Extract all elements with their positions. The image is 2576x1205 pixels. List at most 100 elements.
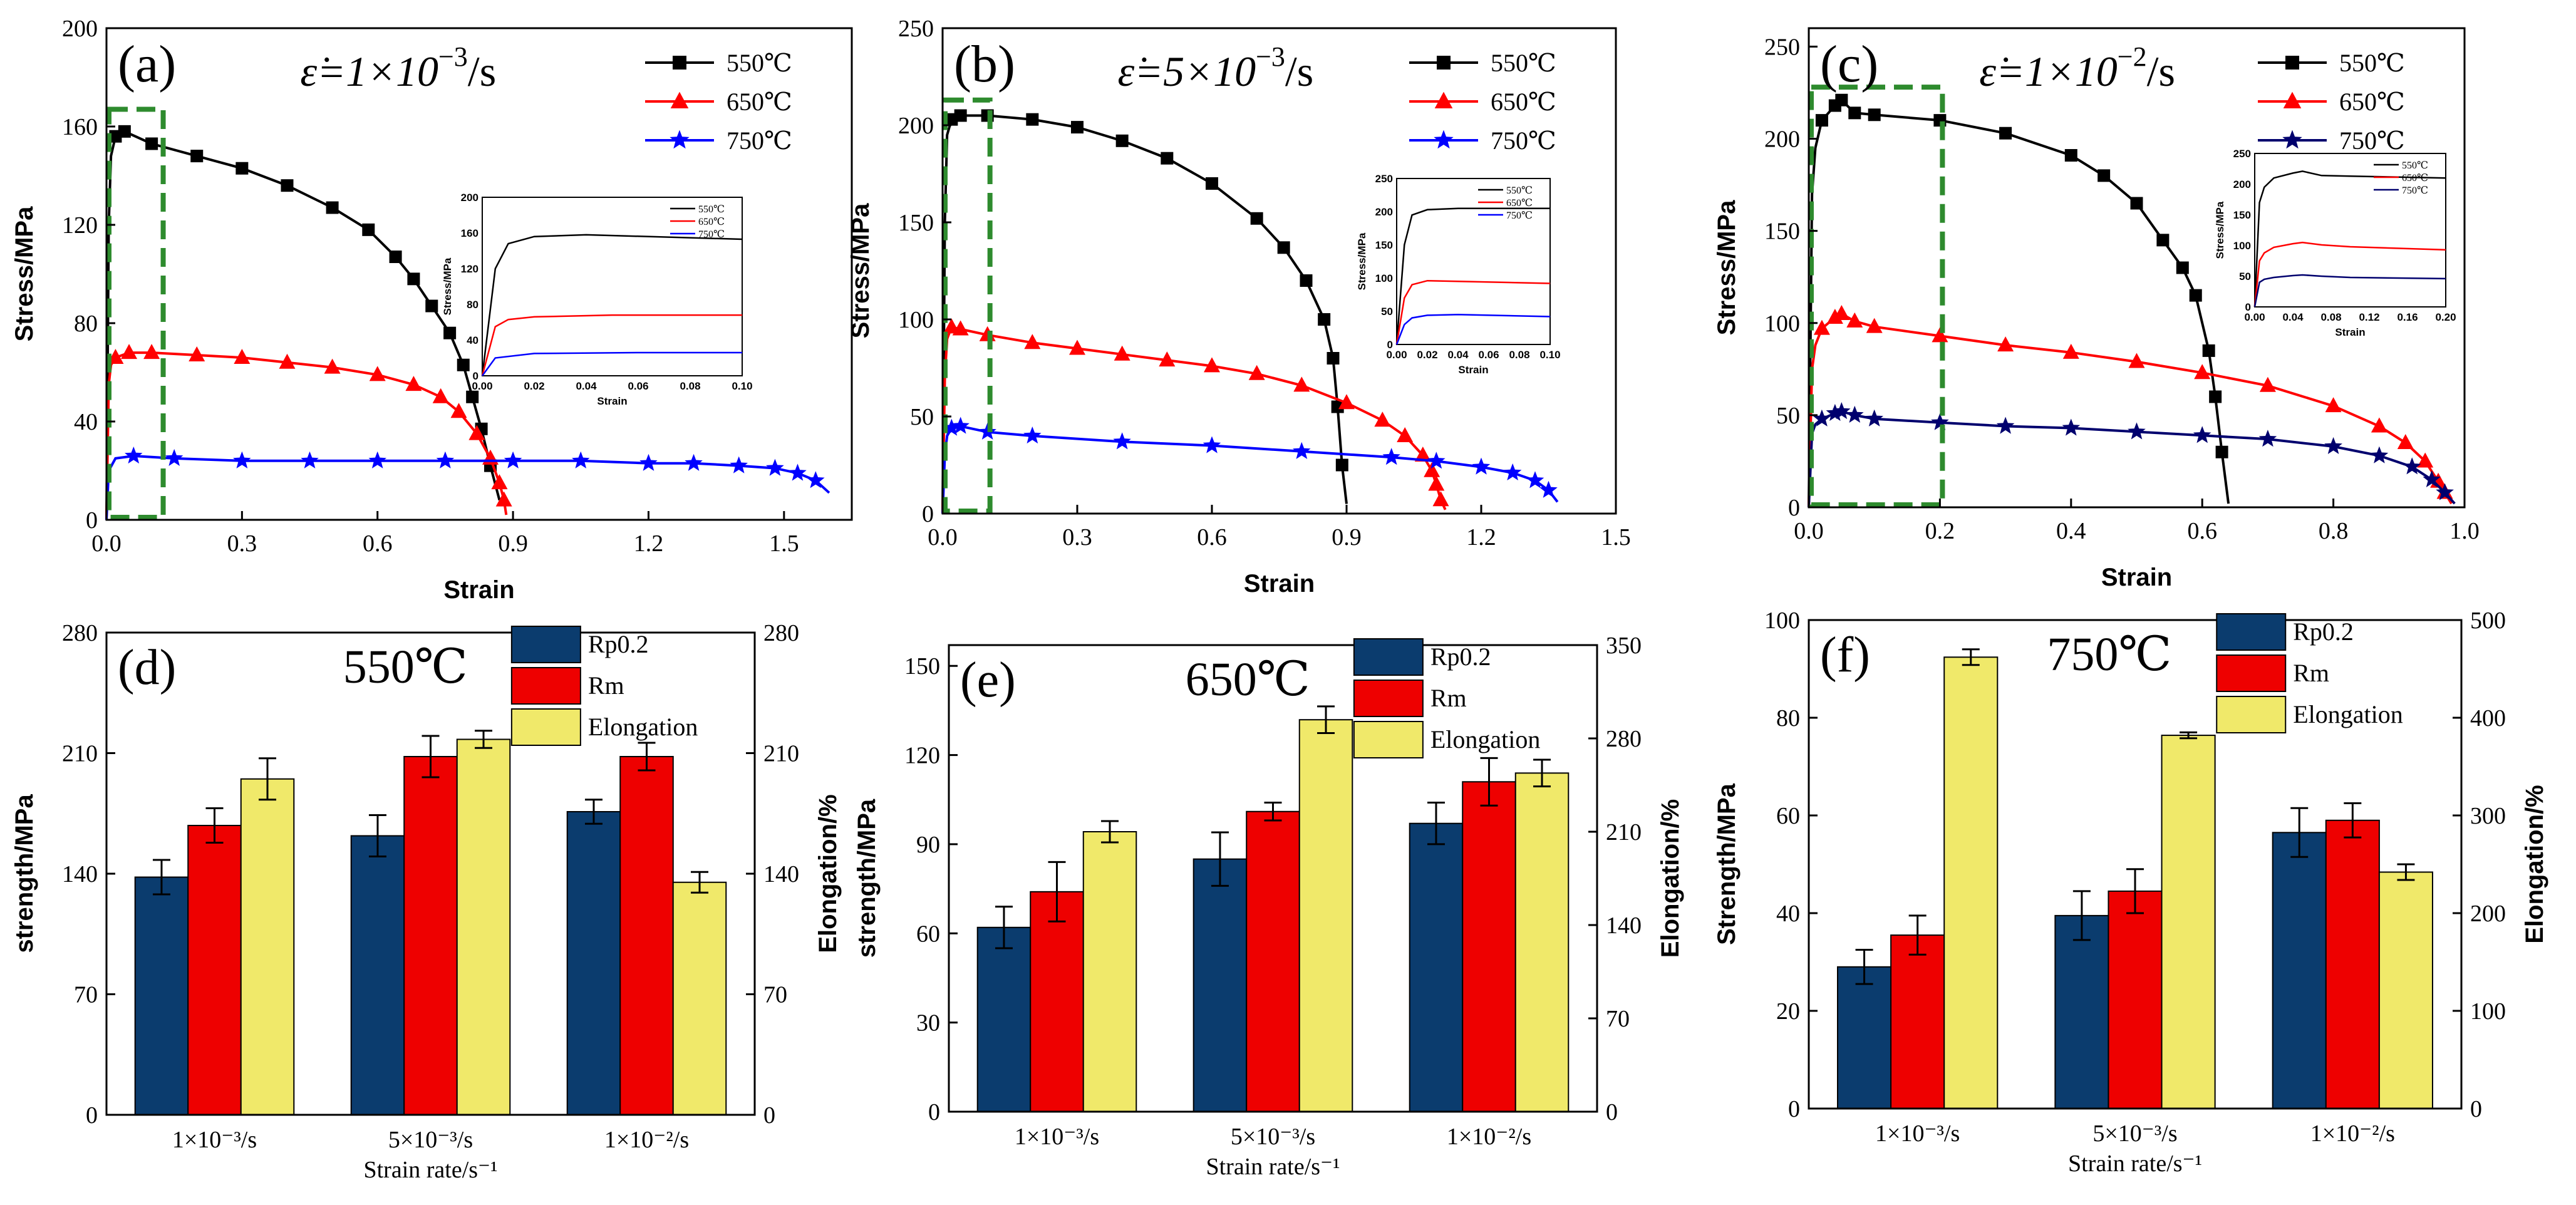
inset-x-tick-label: 0.04: [1447, 349, 1469, 361]
series-b-1-point: [1428, 475, 1445, 491]
inset-y-tick-label: 50: [1381, 306, 1393, 318]
series-c-1-point: [2194, 364, 2211, 380]
series-c-2-point: [1996, 416, 2015, 434]
series-b-2-point: [943, 418, 961, 436]
series-b-2-point: [1203, 436, 1221, 453]
inset-series-1: [481, 314, 742, 376]
y2-axis-label: Elongation/%: [814, 794, 842, 953]
bar-elongation-1: [2161, 735, 2216, 1109]
series-c-2-point: [2436, 483, 2454, 500]
series-c-1-point: [2417, 452, 2434, 468]
legend-label-1: Rm: [588, 671, 624, 700]
y-tick-label: 0: [922, 501, 934, 527]
inset-series-0: [481, 234, 743, 376]
series-a-0-point: [466, 390, 479, 403]
y-tick-label: 0: [1788, 495, 1800, 521]
category-label: 5×10⁻³/s: [2092, 1120, 2177, 1147]
series-b-2-point: [951, 416, 970, 434]
legend-swatch-2: [2216, 696, 2287, 733]
inset-series-0: [1395, 207, 1550, 345]
legend-swatch-2: [510, 708, 581, 746]
bar-rm-1: [2108, 890, 2163, 1110]
series-c-1-point: [2062, 343, 2079, 359]
category-label: 1×10⁻³/s: [1875, 1120, 1960, 1147]
series-c-0-point: [1835, 93, 1848, 106]
legend-label-2: Elongation: [588, 713, 698, 741]
series-a-1-point: [324, 358, 341, 374]
series-b-0-line: [941, 114, 1348, 514]
inset-legend-label: 550℃: [2402, 160, 2428, 171]
y-axis-label: Stress/MPa: [11, 206, 38, 341]
y2-tick-label: 210: [1606, 819, 1642, 846]
series-c-1-point: [2371, 417, 2387, 433]
category-label: 5×10⁻³/s: [388, 1127, 473, 1153]
plot-frame: [105, 27, 853, 521]
temperature-label: 550℃: [343, 641, 468, 693]
inset-x-tick-label: 0.02: [1417, 349, 1437, 361]
inset-series-0: [2253, 170, 2446, 308]
inset-y-tick-label: 50: [2239, 271, 2251, 282]
plot-frame: [941, 27, 1617, 515]
series-b-2-point: [1113, 432, 1131, 450]
inset-y-tick-label: 0: [2245, 301, 2251, 313]
inset-series-2: [2253, 274, 2446, 308]
series-a-0-point: [407, 272, 420, 286]
legend-swatch-2: [1353, 721, 1424, 758]
legend-label-0: 550℃: [2339, 49, 2405, 77]
legend-marker-2: [2282, 130, 2302, 149]
series-c-1-point: [1932, 327, 1948, 343]
series-b-1-point: [1338, 394, 1355, 410]
series-b-0-point: [1331, 400, 1344, 413]
category-label: 1×10⁻²/s: [1447, 1124, 1531, 1150]
legend-label-0: Rp0.2: [2293, 618, 2354, 646]
y2-tick-label: 0: [763, 1102, 775, 1129]
y-axis-label: Stress/MPa: [847, 203, 874, 338]
legend-swatch-1: [510, 667, 581, 705]
series-a-2-point: [730, 456, 748, 473]
series-b-1-point: [1293, 376, 1310, 392]
bar-rp02-2: [1409, 822, 1464, 1112]
series-c-2-line: [1808, 410, 2456, 508]
strain-rate-label: ε̇=1×10−3/s: [300, 41, 496, 95]
series-b-2-point: [1023, 427, 1042, 444]
x-axis-label: Strain: [2101, 564, 2172, 591]
y2-tick-label: 140: [1606, 913, 1642, 939]
series-c-1-line: [1808, 312, 2453, 508]
inset-x-axis-label: Strain: [597, 395, 627, 407]
inset-x-tick-label: 0.06: [1478, 349, 1499, 361]
series-b-1-point: [1204, 357, 1220, 373]
inset-y-tick-label: 150: [1375, 239, 1393, 251]
series-a-1-line: [105, 351, 508, 520]
inset-series-1: [1395, 279, 1551, 345]
bar-elongation-2: [672, 881, 727, 1115]
series-a-2-point: [165, 448, 184, 466]
x-tick-label: 0.9: [498, 530, 528, 557]
series-a-2-point: [685, 453, 703, 471]
strain-rate-unit: /s: [2147, 48, 2175, 95]
y-tick-label: 160: [62, 114, 98, 140]
bar-rp02-1: [2054, 914, 2109, 1110]
series-a-2-point: [807, 471, 825, 489]
series-c-0-point: [1848, 106, 1861, 120]
series-b-0-point: [1161, 152, 1174, 165]
series-a-0-point: [235, 162, 249, 175]
series-a-0-point: [118, 125, 131, 138]
strain-rate-unit: /s: [468, 48, 496, 95]
inset-y-tick-label: 250: [2233, 148, 2251, 160]
panel-label: (c): [1820, 35, 1878, 93]
inset-x-tick-label: 0.08: [1509, 349, 1529, 361]
inset-y-tick-label: 0: [1387, 339, 1393, 351]
series-c-2-point: [2423, 470, 2441, 487]
series-c-0-point: [2209, 390, 2222, 403]
legend-label-1: 650℃: [1491, 88, 1556, 116]
legend-marker-0: [673, 56, 686, 70]
series-a-0-point: [145, 137, 158, 150]
series-c-2-point: [2193, 426, 2211, 443]
y-tick-label: 0: [86, 507, 98, 534]
series-c-2-point: [1813, 409, 1831, 427]
y-tick-label: 90: [916, 832, 940, 858]
legend-swatch-0: [2216, 613, 2287, 651]
series-b-0-point: [1250, 212, 1263, 225]
y-tick-label: 100: [1764, 311, 1800, 337]
